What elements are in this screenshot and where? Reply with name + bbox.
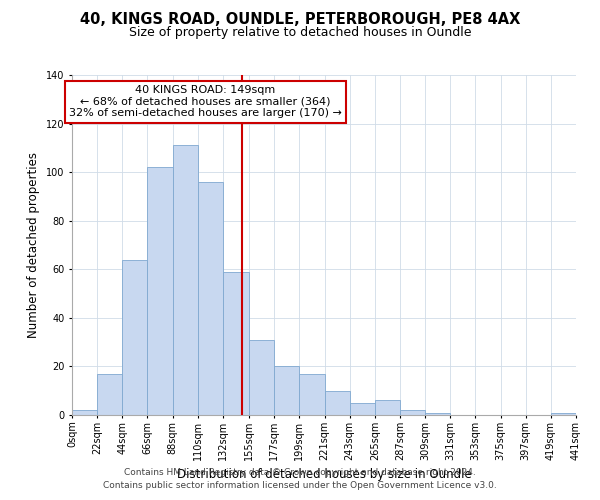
- Text: 40 KINGS ROAD: 149sqm
← 68% of detached houses are smaller (364)
32% of semi-det: 40 KINGS ROAD: 149sqm ← 68% of detached …: [69, 85, 342, 118]
- Bar: [299, 374, 325, 415]
- Bar: [400, 410, 425, 415]
- Bar: [97, 374, 122, 415]
- Bar: [325, 390, 350, 415]
- Y-axis label: Number of detached properties: Number of detached properties: [28, 152, 40, 338]
- X-axis label: Distribution of detached houses by size in Oundle: Distribution of detached houses by size …: [176, 468, 472, 481]
- Bar: [249, 340, 274, 415]
- Bar: [198, 182, 223, 415]
- Bar: [375, 400, 400, 415]
- Text: Size of property relative to detached houses in Oundle: Size of property relative to detached ho…: [129, 26, 471, 39]
- Text: Contains public sector information licensed under the Open Government Licence v3: Contains public sector information licen…: [103, 482, 497, 490]
- Bar: [350, 403, 375, 415]
- Text: 40, KINGS ROAD, OUNDLE, PETERBOROUGH, PE8 4AX: 40, KINGS ROAD, OUNDLE, PETERBOROUGH, PE…: [80, 12, 520, 28]
- Bar: [274, 366, 299, 415]
- Bar: [173, 146, 198, 415]
- Text: Contains HM Land Registry data © Crown copyright and database right 2024.: Contains HM Land Registry data © Crown c…: [124, 468, 476, 477]
- Bar: [72, 410, 97, 415]
- Bar: [122, 260, 148, 415]
- Bar: [223, 272, 249, 415]
- Bar: [425, 412, 450, 415]
- Bar: [148, 168, 173, 415]
- Bar: [551, 412, 576, 415]
